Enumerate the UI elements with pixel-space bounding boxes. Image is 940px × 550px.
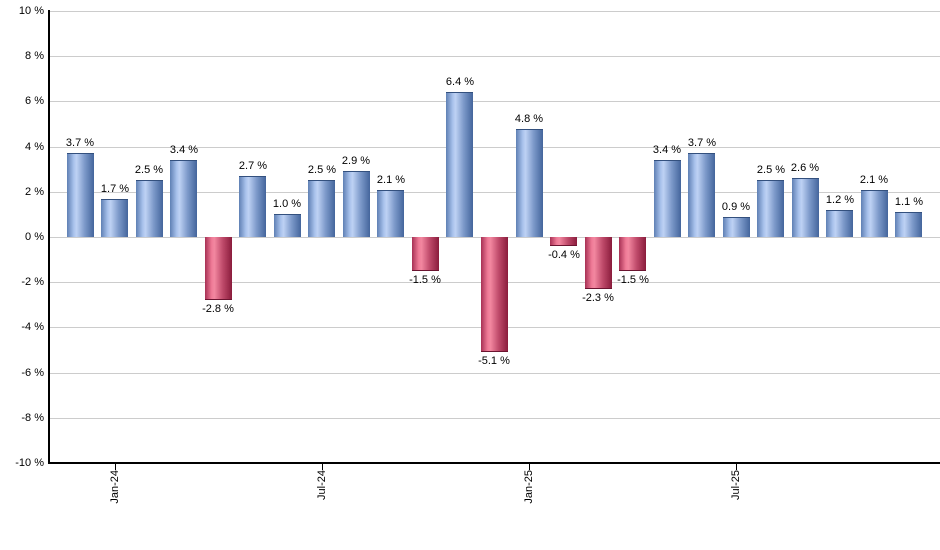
bar-value-label: 1.1 % [894, 196, 924, 208]
bar-negative [481, 237, 508, 352]
bar-value-label: 3.7 % [687, 137, 717, 149]
bar-positive [274, 214, 301, 237]
x-axis-tick-label: Jul-24 [316, 470, 328, 500]
bar-negative [205, 237, 232, 300]
x-axis-tick-mark [529, 463, 530, 470]
y-axis-tick-label: 10 % [18, 5, 44, 17]
bar-value-label: 2.5 % [307, 164, 337, 176]
x-axis-tick-label: Jan-25 [523, 470, 535, 504]
bar-negative [585, 237, 612, 289]
gridline [50, 192, 940, 193]
bar-positive [377, 190, 404, 237]
bar-value-label: -2.3 % [582, 292, 614, 304]
gridline [50, 56, 940, 57]
bar-value-label: 2.1 % [859, 174, 889, 186]
bar-value-label: 3.7 % [65, 137, 95, 149]
bar-value-label: 1.2 % [825, 194, 855, 206]
bar-positive [861, 190, 888, 237]
x-axis-tick-mark [115, 463, 116, 470]
y-axis-line [48, 10, 50, 464]
bar-value-label: 2.1 % [376, 174, 406, 186]
bar-positive [170, 160, 197, 237]
gridline [50, 101, 940, 102]
x-axis-tick-label: Jul-25 [730, 470, 742, 500]
bar-negative [412, 237, 439, 271]
x-axis-tick-mark [322, 463, 323, 470]
bar-value-label: 1.7 % [100, 183, 130, 195]
bar-positive [239, 176, 266, 237]
y-axis-tick-label: 4 % [25, 141, 44, 153]
bar-value-label: 2.6 % [790, 162, 820, 174]
bar-positive [446, 92, 473, 237]
bar-value-label: 4.8 % [514, 113, 544, 125]
bar-negative [550, 237, 577, 246]
bar-value-label: -0.4 % [548, 249, 580, 261]
bar-value-label: -1.5 % [409, 274, 441, 286]
y-axis-tick-label: 0 % [25, 231, 44, 243]
y-axis-tick-label: -8 % [21, 412, 44, 424]
bar-positive [688, 153, 715, 237]
bar-positive [757, 180, 784, 237]
x-axis-line [48, 462, 940, 464]
gridline [50, 147, 940, 148]
y-axis-tick-label: 8 % [25, 50, 44, 62]
bar-value-label: 2.7 % [238, 160, 268, 172]
x-axis-tick-mark [736, 463, 737, 470]
y-axis-tick-label: -4 % [21, 321, 44, 333]
bar-value-label: 6.4 % [445, 76, 475, 88]
bar-value-label: 0.9 % [721, 201, 751, 213]
bar-value-label: -1.5 % [617, 274, 649, 286]
bar-negative [619, 237, 646, 271]
bar-value-label: -5.1 % [478, 355, 510, 367]
y-axis-tick-label: -2 % [21, 276, 44, 288]
bar-value-label: 2.5 % [756, 164, 786, 176]
gridline [50, 418, 940, 419]
bar-value-label: 2.5 % [134, 164, 164, 176]
bar-positive [516, 129, 543, 237]
y-axis-tick-label: 2 % [25, 186, 44, 198]
bar-positive [67, 153, 94, 237]
bar-positive [895, 212, 922, 237]
bar-positive [826, 210, 853, 237]
bar-positive [654, 160, 681, 237]
bar-positive [343, 171, 370, 237]
bar-value-label: 1.0 % [272, 198, 302, 210]
y-axis-tick-label: 6 % [25, 95, 44, 107]
bar-positive [792, 178, 819, 237]
bar-value-label: 2.9 % [341, 155, 371, 167]
bar-positive [101, 199, 128, 237]
gridline [50, 373, 940, 374]
bar-value-label: -2.8 % [202, 303, 234, 315]
y-axis-tick-label: -6 % [21, 367, 44, 379]
x-axis-tick-label: Jan-24 [109, 470, 121, 504]
bar-value-label: 3.4 % [169, 144, 199, 156]
bar-positive [723, 217, 750, 237]
bar-positive [136, 180, 163, 237]
bar-positive [308, 180, 335, 237]
gridline [50, 11, 940, 12]
bar-value-label: 3.4 % [652, 144, 682, 156]
y-axis-tick-label: -10 % [15, 457, 44, 469]
